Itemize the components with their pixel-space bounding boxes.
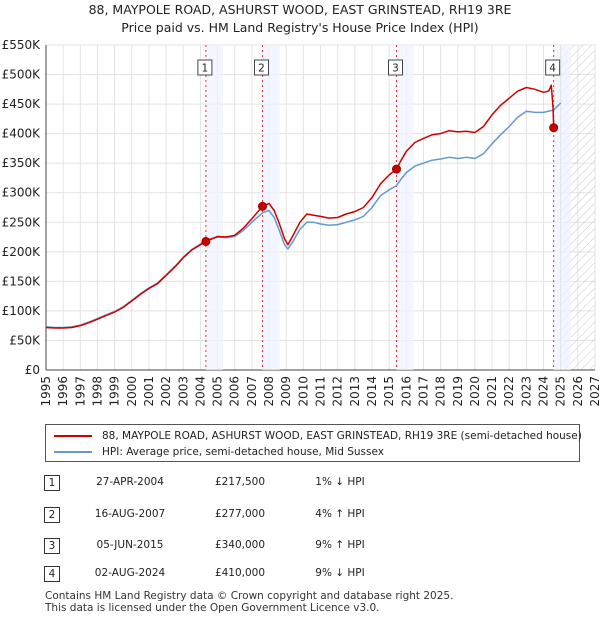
x-tick-label: 1995 (39, 376, 53, 407)
legend-item-property: 88, MAYPOLE ROAD, ASHURST WOOD, EAST GRI… (54, 428, 582, 444)
x-tick-label: 2007 (245, 376, 259, 407)
event-label: 4 (549, 63, 556, 75)
y-tick-label: £400K (2, 127, 42, 141)
x-tick-label: 2024 (537, 376, 551, 407)
transaction-price: £277,000 (214, 508, 266, 520)
x-tick-label: 2016 (399, 376, 413, 407)
event-label-box (254, 59, 270, 76)
legend-swatch-hpi (54, 451, 92, 453)
y-tick-label: £150K (2, 274, 42, 288)
price-chart: £0 £50K £100K £150K £200K £250K £300K £350K £400… (2, 38, 600, 407)
y-tick-label: £500K (2, 68, 42, 82)
property-price-line (45, 84, 557, 329)
transaction-date: 16-AUG-2007 (94, 508, 166, 520)
x-tick-label: 2017 (416, 376, 430, 407)
x-tick-label: 2002 (159, 376, 173, 407)
y-tick-label: £550K (2, 38, 42, 52)
x-tick-label: 2019 (451, 376, 465, 407)
legend-label-hpi: HPI: Average price, semi-detached house,… (102, 446, 384, 458)
y-tick-label: £100K (2, 304, 42, 318)
y-tick-label: £350K (2, 156, 42, 170)
x-tick-label: 2000 (125, 376, 139, 407)
event-shade (396, 45, 414, 370)
x-tick-label: 2004 (193, 376, 207, 407)
transaction-price: £410,000 (214, 567, 266, 579)
chart-subtitle: Price paid vs. HM Land Registry's House … (121, 20, 479, 35)
transaction-date: 05-JUN-2015 (96, 539, 164, 551)
chart-legend: 88, MAYPOLE ROAD, ASHURST WOOD, EAST GRI… (45, 424, 582, 462)
x-tick-label: 2008 (262, 376, 276, 407)
legend-swatch-property (54, 435, 92, 437)
sale-point (549, 123, 559, 133)
legend-item-hpi: HPI: Average price, semi-detached house,… (54, 444, 384, 460)
x-tick-label: 2014 (365, 376, 379, 407)
x-tick-label: 2021 (485, 376, 499, 407)
footer-copyright: Contains HM Land Registry data © Crown c… (45, 590, 454, 602)
transaction-date: 27-APR-2004 (96, 476, 164, 488)
x-tick-label: 1997 (73, 376, 87, 407)
x-tick-label: 2025 (554, 376, 568, 407)
x-tick-label: 2013 (348, 376, 362, 407)
y-tick-label: £200K (2, 245, 42, 259)
y-tick-label: £250K (2, 215, 42, 229)
y-tick-label: £50K (9, 333, 41, 347)
y-tick-label: £0 (25, 363, 40, 377)
transaction-number: 2 (44, 507, 60, 523)
footer-licence: This data is licensed under the Open Gov… (45, 602, 380, 614)
y-tick-label: £300K (2, 186, 42, 200)
x-tick-label: 2023 (519, 376, 533, 407)
sale-point (392, 164, 402, 174)
transaction-number: 4 (44, 566, 60, 582)
transaction-price: £217,500 (214, 476, 266, 488)
transaction-price: £340,000 (214, 539, 266, 551)
x-tick-label: 2005 (211, 376, 225, 407)
x-tick-label: 2020 (468, 376, 482, 407)
transaction-hpi-diff: 9% ↑ HPI (315, 539, 365, 551)
x-tick-label: 2026 (571, 376, 585, 407)
y-tick-label: £450K (2, 97, 42, 111)
event-label: 1 (202, 63, 209, 75)
x-tick-label: 1996 (56, 376, 70, 407)
sale-point (258, 201, 268, 211)
x-tick-label: 2010 (296, 376, 310, 407)
x-tick-label: 1998 (90, 376, 104, 407)
transaction-hpi-diff: 9% ↓ HPI (315, 567, 365, 579)
event-shade (205, 45, 224, 370)
legend-label-property: 88, MAYPOLE ROAD, ASHURST WOOD, EAST GRI… (102, 430, 582, 442)
transaction-hpi-diff: 1% ↓ HPI (315, 476, 365, 488)
x-tick-label: 2018 (434, 376, 448, 407)
event-label: 2 (258, 63, 265, 75)
x-tick-label: 1999 (108, 376, 122, 407)
x-tick-label: 2015 (382, 376, 396, 407)
transaction-date: 02-AUG-2024 (94, 567, 166, 579)
x-tick-label: 2027 (588, 376, 600, 407)
x-tick-label: 2001 (142, 376, 156, 407)
x-tick-label: 2003 (176, 376, 190, 407)
x-tick-label: 2022 (502, 376, 516, 407)
x-tick-label: 2009 (279, 376, 293, 407)
transaction-number: 3 (44, 538, 60, 554)
x-tick-label: 2011 (314, 376, 328, 407)
event-label: 3 (392, 63, 399, 75)
transaction-hpi-diff: 4% ↑ HPI (315, 508, 365, 520)
event-label-box (545, 59, 561, 76)
x-tick-label: 2006 (228, 376, 242, 407)
x-tick-label: 2012 (331, 376, 345, 407)
event-label-box (388, 59, 404, 76)
transaction-number: 1 (44, 475, 60, 491)
sale-point (201, 236, 211, 246)
event-label-box (197, 59, 213, 76)
event-shade (553, 45, 571, 370)
chart-title: 88, MAYPOLE ROAD, ASHURST WOOD, EAST GRI… (88, 2, 512, 17)
